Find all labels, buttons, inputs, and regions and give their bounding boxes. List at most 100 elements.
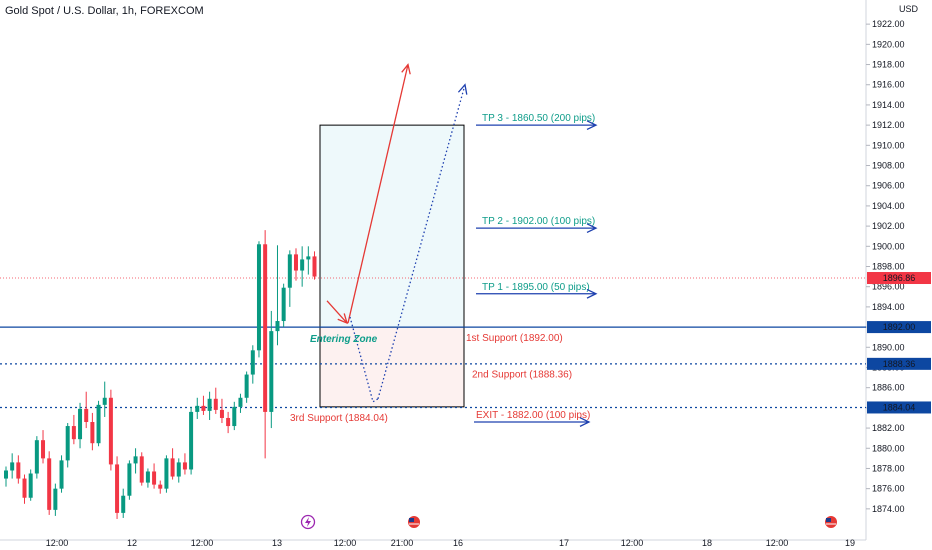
y-tick-label: 1912.00 [872,120,905,130]
support-price-label-1-bg [867,321,931,334]
support-price-label-2: 1888.36 [883,359,916,369]
candle-body [71,426,76,440]
candle-body [96,404,101,444]
y-tick-label: 1918.00 [872,60,905,70]
candle-body [78,408,83,440]
candle-body [28,473,33,498]
candle-body [84,408,89,423]
y-tick-label: 1894.00 [872,302,905,312]
currency-label: USD [899,4,919,14]
candle-body [4,470,8,479]
red-target-arrow [347,64,409,324]
y-tick-label: 1876.00 [872,484,905,494]
y-tick-label: 1922.00 [872,19,905,29]
candle-body [47,458,52,510]
candle-body [16,462,21,479]
x-tick-label: 12:00 [191,538,214,548]
x-tick-label: 16 [453,538,463,548]
candle-body [219,409,224,418]
candle-body [127,463,132,496]
current-price-label: 1896.86 [883,273,916,283]
x-tick-label: 21:00 [391,538,414,548]
candle-body [10,462,15,471]
candle-body [232,406,237,427]
red-entry-arrow [326,300,348,324]
current-price-label-bg [867,272,931,285]
candle-body [275,321,280,332]
candle-body [102,397,107,405]
support-label-2: 2nd Support (1888.36) [472,370,572,381]
y-tick-label: 1878.00 [872,463,905,473]
red-target-arrow-head [401,63,411,75]
blue-dip-path [349,316,379,403]
candle-body [145,471,150,483]
y-tick-label: 1910.00 [872,140,905,150]
lightning-glyph [305,517,311,527]
flag-canton [826,518,831,522]
red-entry-arrow-head [337,313,348,325]
candle-body [108,397,113,465]
candle-body [281,287,286,322]
y-tick-label: 1908.00 [872,161,905,171]
y-tick-label: 1900.00 [872,241,905,251]
y-tick-label: 1906.00 [872,181,905,191]
support-price-label-3: 1884.04 [883,402,916,412]
candle-body [133,456,138,464]
support-price-label-3-bg [867,401,931,414]
candle-body [189,411,194,470]
candle-body [115,464,120,513]
candle-body [195,405,200,412]
candle-body [59,460,64,489]
y-tick-label: 1916.00 [872,80,905,90]
exit-arrow-head [579,417,591,427]
y-tick-label: 1880.00 [872,443,905,453]
candle-body [176,462,181,477]
candle-body [207,398,212,411]
candle-body [158,484,163,489]
y-tick-label: 1886.00 [872,383,905,393]
y-tick-label: 1890.00 [872,342,905,352]
candle-body [53,488,58,510]
target-zone-box [319,124,465,328]
candle-body [170,458,175,477]
candle-body [164,458,169,489]
y-tick-label: 1902.00 [872,221,905,231]
y-tick-label: 1904.00 [872,201,905,211]
target-arrow-2-head [586,223,598,234]
candle-body [182,462,187,470]
candle-body [300,259,305,271]
target-label-2: TP 2 - 1902.00 (100 pips) [482,216,595,227]
candle-body [65,426,70,461]
symbol-title: Gold Spot / U.S. Dollar, 1h, FOREXCOM [5,5,204,17]
candle-body [121,495,126,513]
target-arrow-3-head [586,288,598,299]
candle-body [256,244,261,351]
candle-body [152,471,157,485]
blue-target-arrow-head [457,83,468,95]
support-label-1: 1st Support (1892.00) [466,333,563,344]
candle-body [41,440,46,459]
target-label-1: TP 3 - 1860.50 (200 pips) [482,113,595,124]
support-price-label-2-bg [867,357,931,370]
y-tick-label: 1898.00 [872,262,905,272]
y-tick-label: 1874.00 [872,504,905,514]
entering-zone-label: Entering Zone [310,334,378,345]
candle-body [269,331,274,412]
target-label-3: TP 1 - 1895.00 (50 pips) [482,282,590,293]
candle-body [226,417,231,427]
candle-body [22,478,27,498]
candle-body [201,405,206,411]
entry-zone-box [319,326,465,408]
candle-body [213,398,218,410]
candle-body [312,256,317,277]
x-tick-label: 12:00 [46,538,69,548]
x-tick-label: 18 [702,538,712,548]
y-tick-label: 1920.00 [872,39,905,49]
x-tick-label: 12:00 [766,538,789,548]
candle-body [34,440,39,474]
y-tick-label: 1882.00 [872,423,905,433]
x-tick-label: 12 [127,538,137,548]
exit-label: EXIT - 1882.00 (100 pips) [476,410,590,421]
x-tick-label: 13 [272,538,282,548]
